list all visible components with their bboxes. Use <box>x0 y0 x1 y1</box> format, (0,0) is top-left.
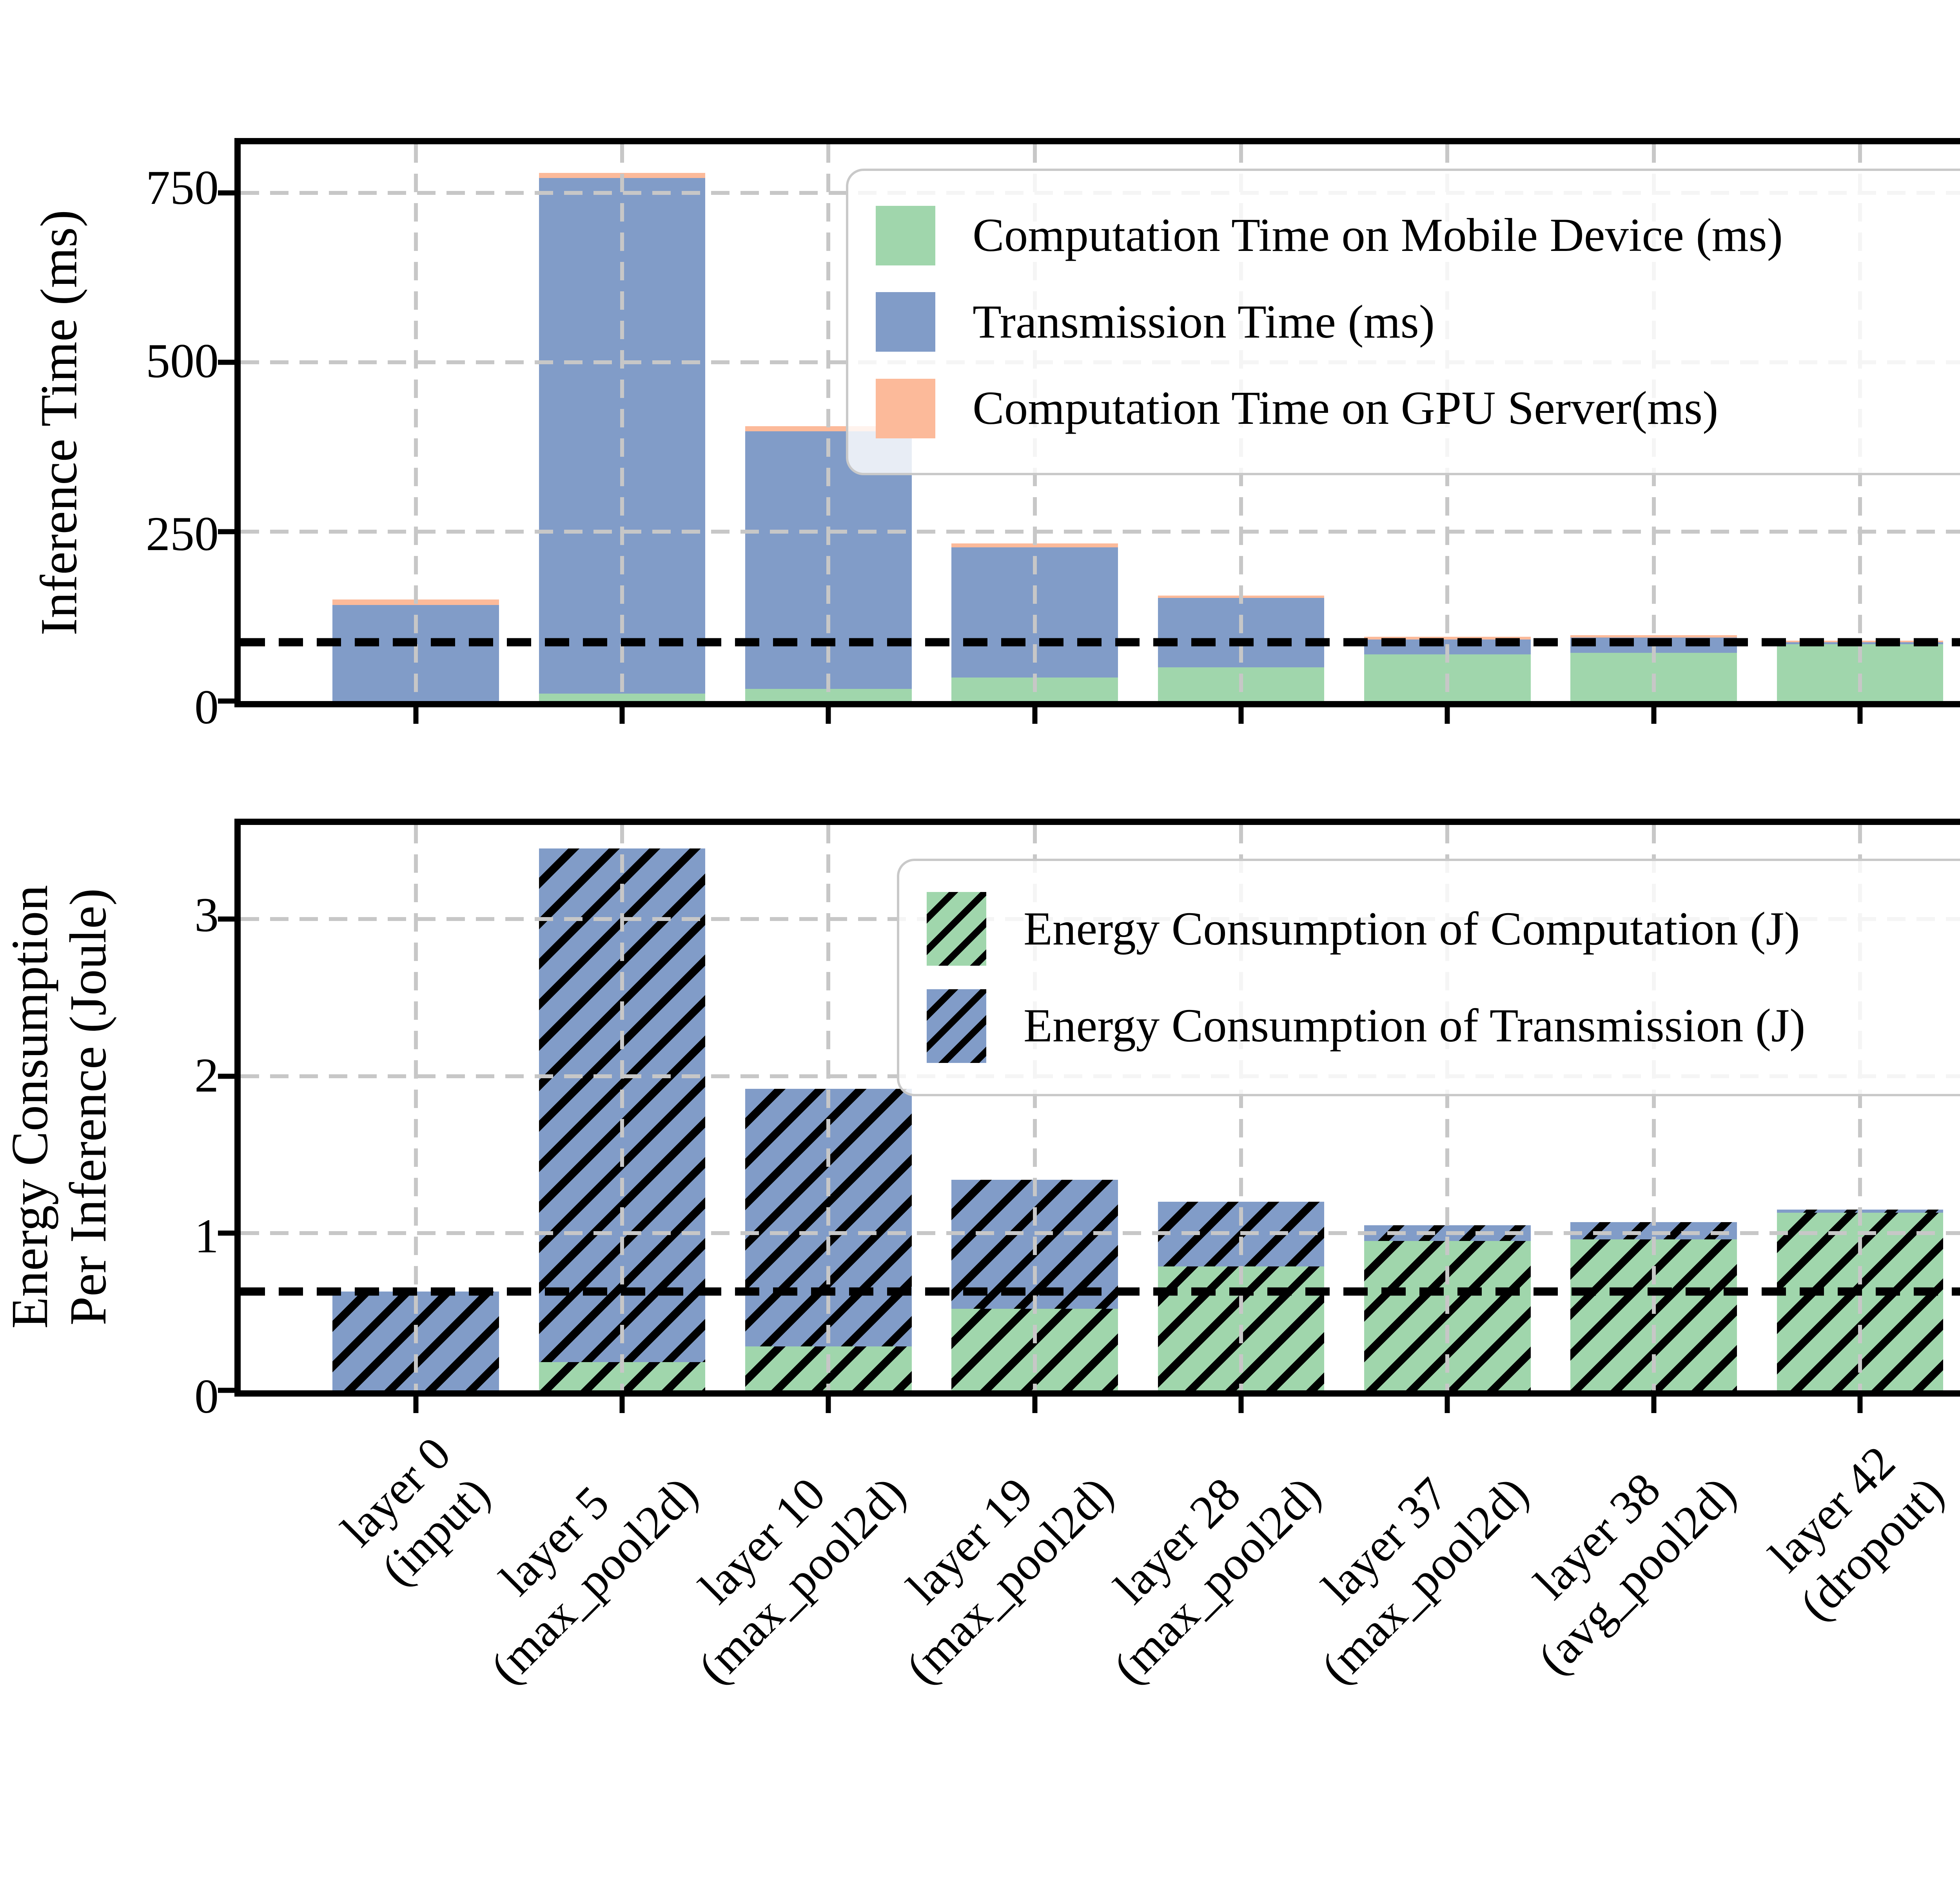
x-axis-tick <box>826 707 831 724</box>
y-axis-tick <box>218 529 234 534</box>
x-axis-tick <box>619 1397 625 1413</box>
x-category-label: layer 10 (max_pool2d) <box>648 1426 917 1695</box>
reference-dashed-line <box>241 1287 1960 1296</box>
x-axis-tick <box>1238 1397 1244 1413</box>
x-axis-tick <box>1857 1397 1863 1413</box>
y-tick-label: 1 <box>194 1209 219 1263</box>
x-category-label: layer 45(dropout) <box>1957 1426 1960 1632</box>
legend-label-transmission-time: Transmission Time (ms) <box>973 295 1435 348</box>
y-axis-tick <box>218 1388 234 1393</box>
inference-time-plot-area <box>218 144 1960 724</box>
vertical-gridline <box>1445 825 1450 1390</box>
vertical-gridline <box>414 144 418 701</box>
vertical-gridline <box>620 825 624 1390</box>
legend-label-energy-transmission: Energy Consumption of Transmission (J) <box>1024 999 1806 1052</box>
transmission-time-swatch <box>876 292 935 352</box>
x-category-label: layer 38 (avg_pool2d) <box>1487 1426 1747 1686</box>
legend-label-energy-computation: Energy Consumption of Computation (J) <box>1024 902 1800 955</box>
x-axis-tick <box>1651 707 1657 724</box>
x-category-label: layer 42 (dropout) <box>1749 1426 1955 1632</box>
horizontal-gridline <box>241 530 1960 534</box>
legend-item-mobile-computation: Computation Time on Mobile Device (ms) <box>876 205 1960 265</box>
legend-label-mobile-computation: Computation Time on Mobile Device (ms) <box>973 209 1783 262</box>
x-axis-tick <box>1857 707 1863 724</box>
x-axis-tick <box>619 707 625 724</box>
y-tick-label: 3 <box>194 888 219 942</box>
x-category-label: layer 5 (max_pool2d) <box>440 1426 709 1695</box>
legend-item-transmission-time: Transmission Time (ms) <box>876 292 1960 352</box>
x-axis-tick <box>413 1397 419 1413</box>
vertical-gridline <box>1858 825 1862 1390</box>
y-axis-label-inference-time: Inference Time (ms) <box>29 210 88 636</box>
y-tick-label: 250 <box>146 507 219 561</box>
y-axis-tick <box>218 698 234 704</box>
x-category-label-line: layer 45 <box>1957 1426 1960 1592</box>
x-category-label: layer 37 (max_pool2d) <box>1270 1426 1540 1695</box>
vertical-gridline <box>414 825 418 1390</box>
y-tick-label: 0 <box>194 680 219 734</box>
y-tick-label: 0 <box>194 1370 219 1423</box>
x-axis-tick <box>826 1397 831 1413</box>
x-category-label: layer 19 (max_pool2d) <box>855 1426 1125 1695</box>
vertical-gridline <box>1239 825 1243 1390</box>
x-axis-tick <box>1651 1397 1657 1413</box>
y-axis-tick <box>218 916 234 922</box>
y-axis-tick <box>218 1074 234 1079</box>
legend-energy-consumption: Energy Consumption of Computation (J) En… <box>897 859 1960 1096</box>
x-axis-tick <box>1238 707 1244 724</box>
x-category-label: layer 0 (input) <box>330 1426 501 1597</box>
legend-label-gpu-computation: Computation Time on GPU Server(ms) <box>973 382 1719 434</box>
energy-computation-swatch <box>927 892 986 966</box>
x-category-label: layer 28 (max_pool2d) <box>1063 1426 1332 1695</box>
y-axis-tick <box>218 1230 234 1236</box>
x-axis-tick <box>1032 1397 1038 1413</box>
x-axis-tick <box>413 707 419 724</box>
energy-consumption-plot-area <box>218 825 1960 1413</box>
legend-item-energy-transmission: Energy Consumption of Transmission (J) <box>927 989 1960 1063</box>
energy-transmission-swatch <box>927 989 986 1063</box>
vertical-gridline <box>1651 825 1656 1390</box>
vertical-gridline <box>620 144 624 701</box>
x-axis-tick <box>1445 1397 1450 1413</box>
mobile-computation-swatch <box>876 205 935 265</box>
vertical-gridline <box>1033 825 1037 1390</box>
y-axis-tick <box>218 190 234 196</box>
y-tick-label: 750 <box>146 161 219 215</box>
vertical-gridline <box>826 144 831 701</box>
vertical-gridline <box>826 825 831 1390</box>
y-axis-tick <box>218 360 234 365</box>
horizontal-gridline <box>241 1231 1960 1235</box>
x-axis-tick <box>1445 707 1450 724</box>
reference-dashed-line <box>241 638 1960 647</box>
legend-item-gpu-computation: Computation Time on GPU Server(ms) <box>876 378 1960 438</box>
y-tick-label: 2 <box>194 1048 219 1103</box>
legend-item-energy-computation: Energy Consumption of Computation (J) <box>927 892 1960 966</box>
gpu-computation-swatch <box>876 378 935 438</box>
x-axis-tick <box>1032 707 1038 724</box>
legend-inference-time: Computation Time on Mobile Device (ms) T… <box>846 169 1960 475</box>
y-tick-label: 500 <box>146 334 219 388</box>
